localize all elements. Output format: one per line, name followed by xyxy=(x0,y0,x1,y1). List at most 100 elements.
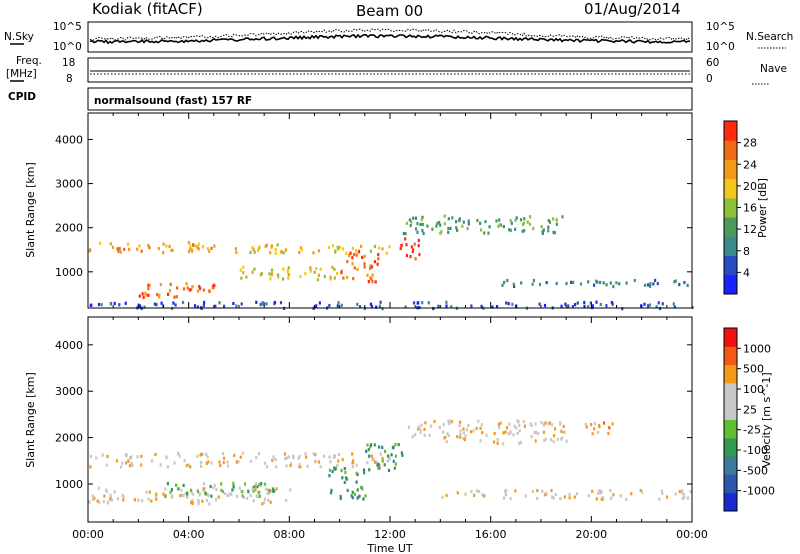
velocity-colorbar-swatch xyxy=(724,419,737,439)
power-cell xyxy=(440,230,443,234)
frequency-strip: Freq. [MHz] 18 8 60 0 Nave xyxy=(6,55,787,85)
power-y-ticks: 1000 2000 3000 4000 xyxy=(55,133,692,279)
velocity-cell xyxy=(186,492,189,496)
velocity-cell xyxy=(198,491,201,496)
velocity-cell xyxy=(189,488,193,492)
velocity-y-tick-label: 1000 xyxy=(55,478,83,491)
velocity-cell xyxy=(407,425,411,429)
power-cell xyxy=(599,302,602,307)
velocity-cell xyxy=(215,487,218,491)
velocity-cell xyxy=(254,481,258,486)
velocity-cell xyxy=(541,489,544,493)
power-cell xyxy=(318,301,321,305)
time-tick-label: 20:00 xyxy=(575,528,607,541)
velocity-cell xyxy=(263,497,266,501)
nsearch-label: N.Search xyxy=(746,31,793,43)
velocity-cell xyxy=(232,481,235,485)
power-cell xyxy=(625,281,628,285)
power-cell xyxy=(193,304,197,308)
power-colorbar-tick-label: 24 xyxy=(743,158,757,171)
power-cell xyxy=(412,216,415,220)
power-cell xyxy=(376,262,379,266)
power-cell xyxy=(531,282,534,286)
velocity-cell xyxy=(105,489,108,494)
power-cell xyxy=(309,269,313,273)
velocity-cell xyxy=(411,435,414,439)
velocity-cell xyxy=(665,495,669,499)
power-cell xyxy=(265,302,268,306)
velocity-cell xyxy=(233,453,236,457)
velocity-cell xyxy=(199,464,203,468)
power-cell xyxy=(251,246,254,250)
power-cell xyxy=(282,251,285,255)
power-cell xyxy=(259,303,262,307)
power-cell xyxy=(512,282,515,286)
velocity-cell xyxy=(540,421,543,425)
power-cell xyxy=(162,251,165,255)
time-tick-label: 16:00 xyxy=(475,528,507,541)
power-cell xyxy=(456,228,459,232)
power-cell xyxy=(476,218,479,223)
velocity-cell xyxy=(109,497,112,501)
velocity-cell xyxy=(584,422,587,426)
power-cell xyxy=(532,226,535,231)
velocity-cell xyxy=(429,424,433,428)
power-cell xyxy=(538,282,542,287)
velocity-cell xyxy=(394,454,397,458)
power-cell xyxy=(511,302,514,306)
velocity-cell xyxy=(164,494,167,498)
velocity-cell xyxy=(512,433,515,437)
power-cell xyxy=(351,256,354,260)
velocity-cell xyxy=(292,456,295,460)
power-cell xyxy=(583,300,586,305)
power-cell xyxy=(595,300,598,304)
velocity-cell xyxy=(101,453,104,457)
velocity-colorbar-ticks: 1000 500 100 25 -25 -100 -500 -1000 xyxy=(737,342,775,498)
velocity-cell xyxy=(119,465,123,469)
velocity-cell xyxy=(441,495,444,499)
power-cell xyxy=(633,278,636,283)
power-cell xyxy=(437,304,440,308)
power-cell xyxy=(269,251,272,255)
velocity-cell xyxy=(368,454,371,458)
velocity-cell xyxy=(394,442,397,446)
velocity-cell xyxy=(352,459,355,463)
velocity-cell xyxy=(340,469,343,473)
velocity-cell xyxy=(339,496,342,501)
velocity-cell xyxy=(258,482,261,487)
velocity-cell xyxy=(470,489,473,494)
velocity-cell xyxy=(204,492,207,496)
velocity-y-tick-label: 2000 xyxy=(55,432,83,445)
power-cell xyxy=(117,249,120,253)
power-cell xyxy=(223,304,226,308)
power-cell xyxy=(649,282,652,286)
power-cell xyxy=(560,304,563,308)
power-cell xyxy=(491,305,494,309)
velocity-cell xyxy=(165,456,168,460)
power-cell xyxy=(647,304,650,308)
power-cell xyxy=(507,302,510,306)
velocity-cell xyxy=(256,485,259,489)
power-cell xyxy=(202,303,205,308)
power-cell xyxy=(673,305,676,309)
velocity-cell xyxy=(420,423,423,427)
power-cell xyxy=(377,253,380,257)
velocity-cell xyxy=(317,460,321,464)
power-cell xyxy=(450,305,453,309)
velocity-cell xyxy=(542,423,545,427)
velocity-cell xyxy=(683,495,686,499)
velocity-cell xyxy=(350,494,353,498)
power-cell xyxy=(147,283,150,287)
velocity-cell xyxy=(473,493,476,497)
velocity-cell xyxy=(289,463,292,468)
velocity-cell xyxy=(423,427,426,431)
power-cell xyxy=(118,247,121,251)
velocity-cell xyxy=(641,490,644,494)
velocity-cell xyxy=(235,460,238,464)
velocity-cell xyxy=(364,494,367,498)
velocity-cell xyxy=(210,494,213,498)
power-cell xyxy=(420,218,423,222)
velocity-cell xyxy=(497,422,500,426)
velocity-cell xyxy=(218,460,221,464)
velocity-cell xyxy=(257,452,260,456)
